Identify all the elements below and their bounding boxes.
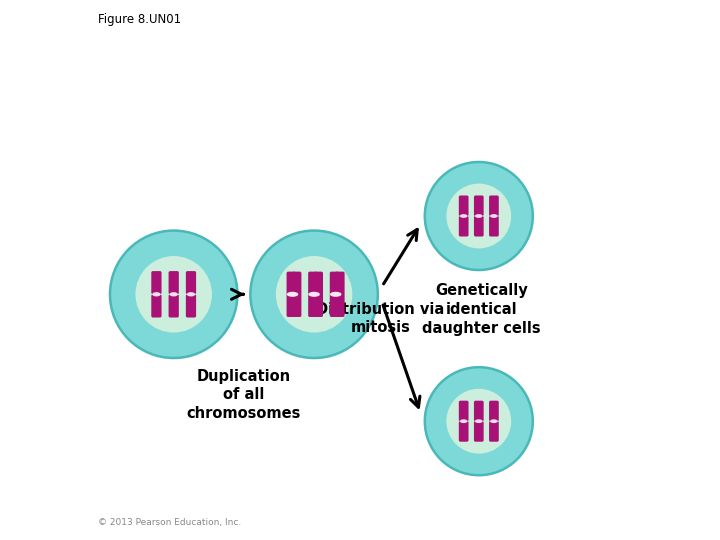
Ellipse shape (287, 292, 298, 297)
FancyBboxPatch shape (489, 216, 499, 237)
Ellipse shape (330, 292, 341, 297)
FancyBboxPatch shape (186, 271, 196, 294)
Circle shape (135, 256, 212, 333)
FancyBboxPatch shape (308, 272, 318, 317)
Ellipse shape (308, 292, 320, 297)
Circle shape (425, 162, 533, 270)
FancyBboxPatch shape (474, 421, 484, 442)
FancyBboxPatch shape (330, 272, 339, 317)
Circle shape (276, 256, 352, 333)
Circle shape (446, 389, 511, 454)
FancyBboxPatch shape (168, 294, 179, 318)
Text: Distribution via
mitosis: Distribution via mitosis (316, 302, 444, 335)
Ellipse shape (475, 214, 482, 218)
Circle shape (251, 231, 378, 358)
Circle shape (425, 367, 533, 475)
FancyBboxPatch shape (287, 272, 296, 317)
Text: Duplication
of all
chromosomes: Duplication of all chromosomes (186, 369, 301, 421)
FancyBboxPatch shape (151, 294, 161, 318)
Ellipse shape (490, 419, 498, 423)
Ellipse shape (460, 214, 467, 218)
Text: © 2013 Pearson Education, Inc.: © 2013 Pearson Education, Inc. (98, 517, 241, 526)
FancyBboxPatch shape (474, 216, 484, 237)
Text: Genetically
identical
daughter cells: Genetically identical daughter cells (422, 284, 541, 336)
FancyBboxPatch shape (474, 195, 484, 216)
FancyBboxPatch shape (459, 401, 469, 421)
Ellipse shape (169, 292, 178, 296)
FancyBboxPatch shape (151, 271, 161, 294)
FancyBboxPatch shape (292, 272, 302, 317)
Circle shape (110, 231, 238, 358)
Ellipse shape (475, 419, 482, 423)
FancyBboxPatch shape (474, 401, 484, 421)
Ellipse shape (490, 214, 498, 218)
FancyBboxPatch shape (459, 216, 469, 237)
FancyBboxPatch shape (314, 272, 323, 317)
Text: Figure 8.UN01: Figure 8.UN01 (98, 14, 181, 26)
Ellipse shape (460, 419, 467, 423)
FancyBboxPatch shape (489, 401, 499, 421)
FancyBboxPatch shape (186, 294, 196, 318)
Circle shape (446, 184, 511, 248)
Ellipse shape (152, 292, 161, 296)
Ellipse shape (186, 292, 195, 296)
FancyBboxPatch shape (459, 421, 469, 442)
FancyBboxPatch shape (489, 195, 499, 216)
FancyBboxPatch shape (489, 421, 499, 442)
FancyBboxPatch shape (459, 195, 469, 216)
FancyBboxPatch shape (336, 272, 345, 317)
FancyBboxPatch shape (168, 271, 179, 294)
